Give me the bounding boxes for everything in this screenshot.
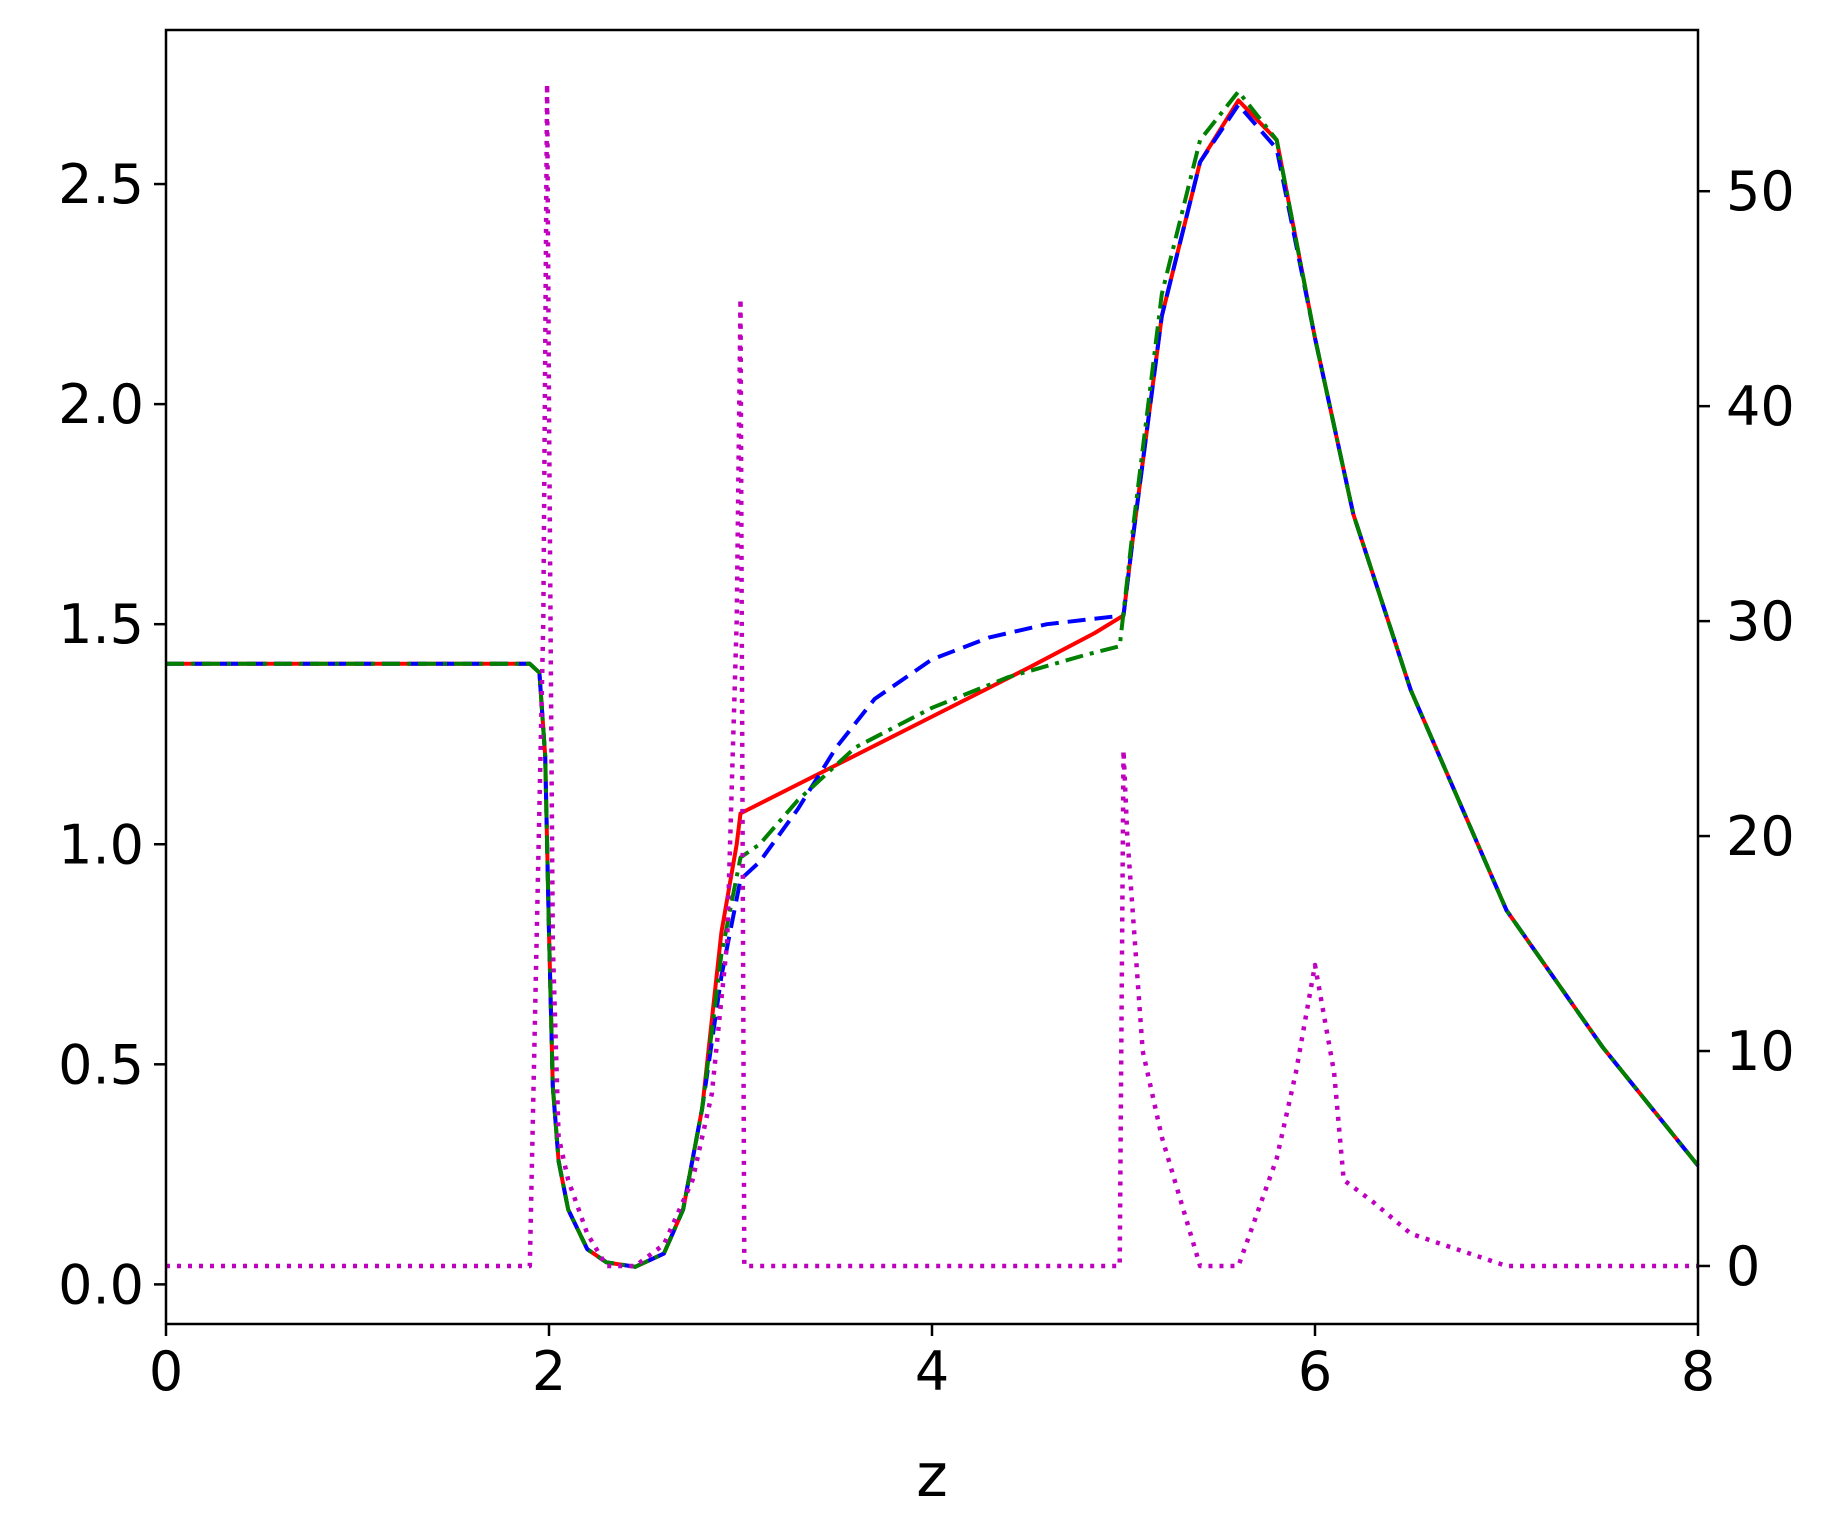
y-right-tick-label: 30 [1726, 590, 1795, 653]
series-line-4 [166, 81, 1698, 1269]
y-right-tick-label: 10 [1726, 1020, 1795, 1083]
series-line-3 [166, 89, 1700, 1269]
y-tick-label: 0.0 [58, 1253, 144, 1316]
y-right-tick-label: 20 [1726, 805, 1795, 868]
y-tick-label: 1.0 [58, 813, 144, 876]
y-right-tick-label: 40 [1726, 375, 1795, 438]
x-axis-title: z [916, 1441, 948, 1511]
y-tick-label: 1.5 [58, 593, 144, 656]
y-axis-ticks: 0.0 0.5 1.0 1.5 2.0 2.5 [58, 153, 166, 1316]
x-tick-label: 8 [1681, 1340, 1715, 1403]
y-right-tick-label: 50 [1726, 160, 1795, 223]
y-tick-label: 2.0 [58, 373, 144, 436]
x-tick-label: 2 [532, 1340, 566, 1403]
y-tick-label: 2.5 [58, 153, 144, 216]
series-layer [166, 81, 1700, 1269]
x-tick-label: 4 [915, 1340, 949, 1403]
y-tick-label: 0.5 [58, 1033, 144, 1096]
x-tick-label: 0 [149, 1340, 183, 1403]
y-right-tick-label: 0 [1726, 1235, 1760, 1298]
x-axis-ticks: 0 2 4 6 8 [149, 1324, 1715, 1403]
x-tick-label: 6 [1298, 1340, 1332, 1403]
y-right-axis-ticks: 0 10 20 30 40 50 [1698, 160, 1795, 1298]
